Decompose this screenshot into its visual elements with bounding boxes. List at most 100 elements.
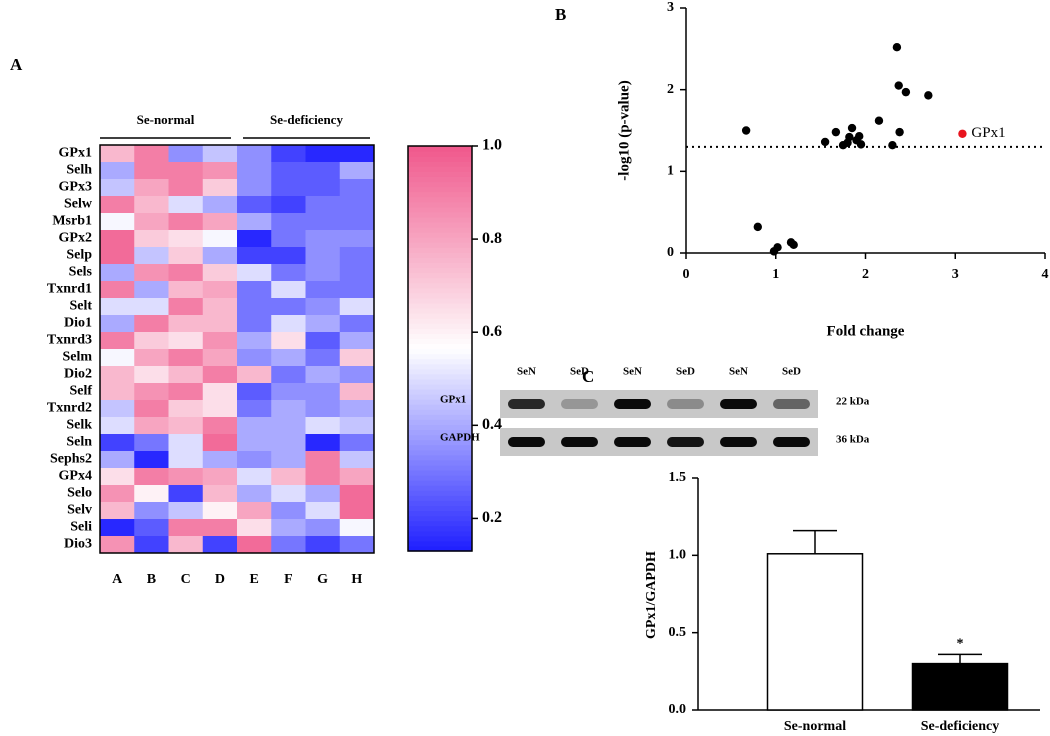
heat-cell — [305, 162, 341, 180]
colorbar-segment — [408, 490, 472, 496]
heat-cell — [339, 400, 375, 418]
panel-label: A — [10, 55, 23, 74]
heat-cell — [202, 502, 238, 520]
heat-cell — [271, 213, 306, 231]
point — [855, 132, 864, 141]
point — [845, 132, 854, 142]
heat-cell — [168, 213, 204, 231]
heat-cell — [100, 230, 135, 248]
colorbar-segment — [408, 353, 472, 360]
colorbar-segment — [408, 368, 472, 375]
colorbar-segment — [408, 475, 472, 481]
heat-cell — [237, 468, 272, 486]
row-label: Dio2 — [64, 367, 92, 382]
y-tick-label: 0.5 — [669, 625, 687, 640]
colorbar-segment — [408, 297, 472, 304]
heat-cell — [339, 485, 375, 503]
colorbar-segment — [408, 323, 472, 329]
colorbar-segment — [408, 171, 472, 177]
heat-cell — [168, 434, 204, 452]
heat-cell — [237, 434, 272, 452]
row-label: Msrb1 — [52, 214, 92, 229]
colorbar-segment — [408, 510, 472, 517]
colorbar-segment — [408, 363, 472, 370]
colorbar-segment — [408, 378, 472, 385]
row-label: Txnrd1 — [47, 282, 92, 297]
heat-cell — [339, 536, 375, 554]
lane-label: SeN — [517, 366, 536, 378]
colorbar-segment — [408, 161, 472, 167]
heat-cell — [305, 230, 341, 248]
heat-cell — [168, 298, 204, 316]
point — [741, 126, 751, 135]
y-tick-label: 3 — [667, 0, 674, 15]
heat-cell — [339, 145, 375, 163]
point — [789, 240, 798, 250]
band — [720, 437, 757, 447]
heat-cell — [339, 502, 375, 520]
row-label: GPx2 — [59, 231, 92, 246]
colorbar-segment — [408, 247, 472, 253]
colorbar-segment — [408, 282, 472, 289]
heat-cell — [237, 502, 272, 520]
heat-cell — [134, 332, 169, 350]
heat-cell — [237, 264, 272, 282]
heat-cell — [305, 468, 341, 486]
y-axis-label: GPx1/GAPDH — [644, 551, 659, 639]
colorbar-segment — [408, 520, 472, 527]
heat-cell — [305, 264, 341, 282]
column-label: B — [147, 572, 156, 587]
heat-cell — [271, 451, 306, 469]
point — [753, 222, 762, 232]
heat-cell — [237, 230, 272, 248]
heat-cell — [134, 315, 169, 333]
heat-cell — [134, 196, 169, 214]
heat-cell — [100, 264, 135, 282]
heat-cell — [271, 264, 306, 282]
x-tick-label: 0 — [683, 267, 690, 282]
point — [924, 91, 933, 100]
panel-label: B — [555, 5, 566, 24]
heat-cell — [202, 366, 238, 384]
heat-cell — [134, 145, 169, 163]
heat-cell — [339, 230, 375, 248]
colorbar-segment — [408, 277, 472, 284]
lane-label: SeD — [676, 366, 695, 378]
heat-cell — [339, 451, 375, 469]
heat-cell — [134, 213, 169, 231]
colorbar-segment — [408, 383, 472, 390]
y-tick-label: 1.5 — [669, 470, 687, 485]
colorbar-segment — [408, 221, 472, 228]
heat-cell — [134, 298, 169, 316]
lane-label: SeD — [782, 366, 801, 378]
heat-cell — [237, 315, 272, 333]
heat-cell — [168, 519, 204, 537]
heat-cell — [237, 383, 272, 401]
colorbar-segment — [408, 272, 472, 279]
heat-cell — [100, 536, 135, 554]
row-label: Txnrd2 — [47, 401, 92, 416]
heat-cell — [202, 451, 238, 469]
heat-cell — [168, 179, 204, 197]
heat-cell — [134, 417, 169, 435]
x-tick-label: 4 — [1042, 267, 1049, 282]
x-tick-label: 2 — [862, 267, 869, 282]
heat-cell — [134, 434, 169, 452]
heat-cell — [202, 485, 238, 503]
heat-cell — [100, 400, 135, 418]
colorbar-segment — [408, 530, 472, 537]
heat-cell — [100, 332, 135, 350]
heat-cell — [271, 179, 306, 197]
heat-cell — [100, 434, 135, 452]
y-tick-label: 0 — [667, 245, 674, 260]
colorbar-segment — [408, 373, 472, 380]
heat-cell — [305, 332, 341, 350]
heat-cell — [202, 230, 238, 248]
colorbar-segment — [408, 156, 472, 162]
heat-cell — [202, 298, 238, 316]
band — [561, 437, 598, 447]
colorbar-segment — [408, 348, 472, 355]
heat-cell — [339, 434, 375, 452]
heat-cell — [237, 247, 272, 265]
